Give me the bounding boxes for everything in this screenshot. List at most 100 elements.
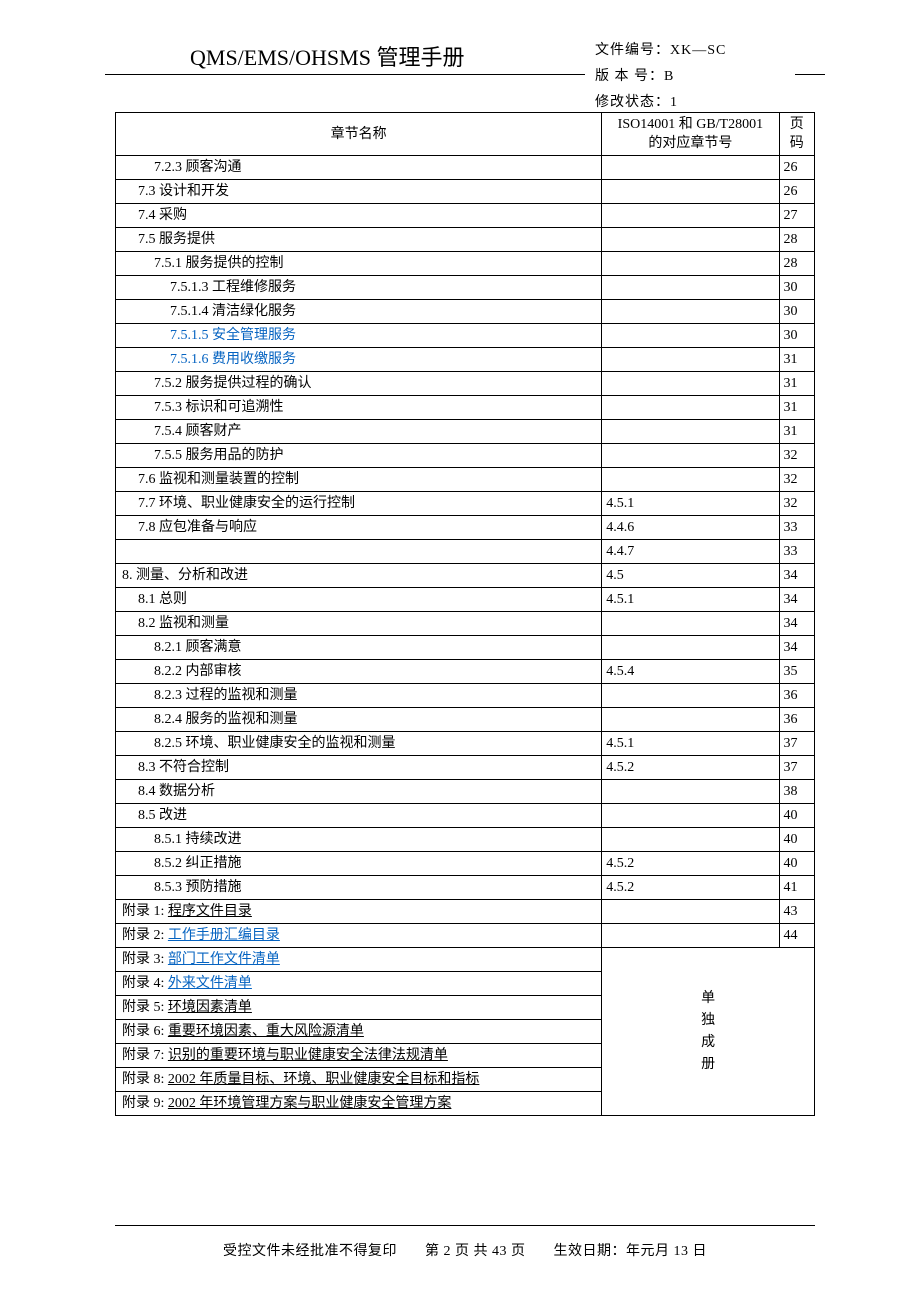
document-meta: 文件编号：XK—SC 版 本 号：B 修改状态：1 [595,38,815,116]
toc-page-cell: 40 [779,828,814,852]
toc-page-cell: 37 [779,756,814,780]
toc-ref-cell [602,204,779,228]
toc-row: 8.4 数据分析38 [116,780,815,804]
toc-row: 7.5.1.4 清洁绿化服务 30 [116,300,815,324]
toc-body: 7.2.3 顾客沟通267.3 设计和开发267.4 采购277.5 服务提供2… [116,156,815,1116]
toc-ref-cell [602,468,779,492]
toc-name-cell: 8. 测量、分析和改进 [116,564,602,588]
toc-page-cell: 31 [779,396,814,420]
version-label: 版 本 号： [595,69,664,84]
toc-ref-cell: 4.5.2 [602,756,779,780]
toc-page-cell: 31 [779,420,814,444]
col-header-page-text: 页码 [790,117,804,151]
toc-page-cell: 40 [779,852,814,876]
toc-name-cell: 8.2.1 顾客满意 [116,636,602,660]
toc-name-cell: 7.2.3 顾客沟通 [116,156,602,180]
appendix-name-cell: 附录 6: 重要环境因素、重大风险源清单 [116,1020,602,1044]
toc-page-cell: 30 [779,324,814,348]
toc-name-cell: 8.2.3 过程的监视和测量 [116,684,602,708]
toc-ref-cell [602,252,779,276]
toc-link[interactable]: 7.5.1.6 费用收缴服务 [170,352,296,367]
appendix-name-cell: 附录 1: 程序文件目录 [116,900,602,924]
toc-name-cell: 7.5.1.4 清洁绿化服务 [116,300,602,324]
toc-name-cell: 8.3 不符合控制 [116,756,602,780]
footer-left: 受控文件未经批准不得复印 [223,1240,397,1260]
appendix-text: 重要环境因素、重大风险源清单 [168,1024,364,1039]
appendix-label: 附录 5: [122,1000,168,1015]
toc-page-cell: 26 [779,180,814,204]
appendix-link[interactable]: 部门工作文件清单 [168,952,280,967]
appendix-label: 附录 1: [122,904,168,919]
appendix-page-cell: 44 [779,924,814,948]
toc-ref-cell: 4.5.2 [602,876,779,900]
toc-page-cell: 28 [779,252,814,276]
toc-row: 7.5.1.5 安全管理服务 30 [116,324,815,348]
toc-row: 7.4 采购27 [116,204,815,228]
toc-page-cell: 26 [779,156,814,180]
appendix-label: 附录 2: [122,928,168,943]
toc-ref-cell [602,708,779,732]
toc-name-cell: 7.6 监视和测量装置的控制 [116,468,602,492]
toc-ref-cell [602,324,779,348]
toc-row: 7.5.1.3 工程维修服务30 [116,276,815,300]
toc-page-cell: 34 [779,636,814,660]
toc-name-cell: 7.4 采购 [116,204,602,228]
toc-name-cell: 8.5.3 预防措施 [116,876,602,900]
col-header-ref-line1: ISO14001 和 GB/T28001 [618,117,763,132]
appendix-ref-cell [602,924,779,948]
toc-ref-cell [602,780,779,804]
doc-no-row: 文件编号：XK—SC [595,38,815,64]
header-rule-left [105,74,585,75]
toc-page-cell: 31 [779,372,814,396]
toc-name-cell: 8.2 监视和测量 [116,612,602,636]
appendix-link[interactable]: 外来文件清单 [168,976,252,991]
toc-row: 8.1 总则4.5.134 [116,588,815,612]
toc-ref-cell [602,156,779,180]
appendix-name-cell: 附录 8: 2002 年质量目标、环境、职业健康安全目标和指标 [116,1068,602,1092]
toc-ref-cell [602,228,779,252]
appendix-page-cell: 43 [779,900,814,924]
toc-ref-cell [602,396,779,420]
toc-row: 7.8 应包准备与响应4.4.633 [116,516,815,540]
appendix-name-cell: 附录 3: 部门工作文件清单 [116,948,602,972]
toc-name-cell: 7.7 环境、职业健康安全的运行控制 [116,492,602,516]
toc-ref-cell [602,180,779,204]
appendix-text: 程序文件目录 [168,904,252,919]
toc-row: 4.4.733 [116,540,815,564]
toc-page-cell: 30 [779,300,814,324]
appendix-text: 识别的重要环境与职业健康安全法律法规清单 [168,1048,448,1063]
appendix-text: 环境因素清单 [168,1000,252,1015]
toc-ref-cell: 4.5.1 [602,588,779,612]
appendix-name-cell: 附录 7: 识别的重要环境与职业健康安全法律法规清单 [116,1044,602,1068]
toc-row: 7.5 服务提供28 [116,228,815,252]
toc-name-cell: 8.5.1 持续改进 [116,828,602,852]
toc-name-cell: 7.5.2 服务提供过程的确认 [116,372,602,396]
toc-name-cell: 8.5.2 纠正措施 [116,852,602,876]
appendix-name-cell: 附录 4: 外来文件清单 [116,972,602,996]
toc-name-cell: 7.5.3 标识和可追溯性 [116,396,602,420]
toc-row: 8.2.2 内部审核4.5.435 [116,660,815,684]
doc-no-label: 文件编号： [595,43,670,58]
toc-name-cell: 7.5 服务提供 [116,228,602,252]
toc-name-cell: 8.2.2 内部审核 [116,660,602,684]
appendix-link[interactable]: 工作手册汇编目录 [168,928,280,943]
toc-ref-cell [602,300,779,324]
appendix-label: 附录 8: [122,1072,168,1087]
toc-name-cell: 7.5.5 服务用品的防护 [116,444,602,468]
page-container: QMS/EMS/OHSMS 管理手册 文件编号：XK—SC 版 本 号：B 修改… [0,0,920,1302]
col-header-ref-line2: 的对应章节号 [648,136,732,151]
toc-ref-cell [602,276,779,300]
toc-row: 7.5.2 服务提供过程的确认 31 [116,372,815,396]
toc-row: 8.2.5 环境、职业健康安全的监视和测量4.5.137 [116,732,815,756]
toc-row: 8.2 监视和测量34 [116,612,815,636]
appendix-row: 附录 2: 工作手册汇编目录 44 [116,924,815,948]
col-header-ref: ISO14001 和 GB/T28001 的对应章节号 [602,113,779,156]
footer-center: 第 2 页 共 43 页 [425,1240,526,1260]
toc-page-cell: 34 [779,588,814,612]
toc-ref-cell: 4.5 [602,564,779,588]
toc-ref-cell [602,444,779,468]
toc-link[interactable]: 7.5.1.5 安全管理服务 [170,328,296,343]
version-row: 版 本 号：B [595,64,815,90]
toc-header-row: 章节名称 ISO14001 和 GB/T28001 的对应章节号 页码 [116,113,815,156]
toc-name-cell: 8.1 总则 [116,588,602,612]
